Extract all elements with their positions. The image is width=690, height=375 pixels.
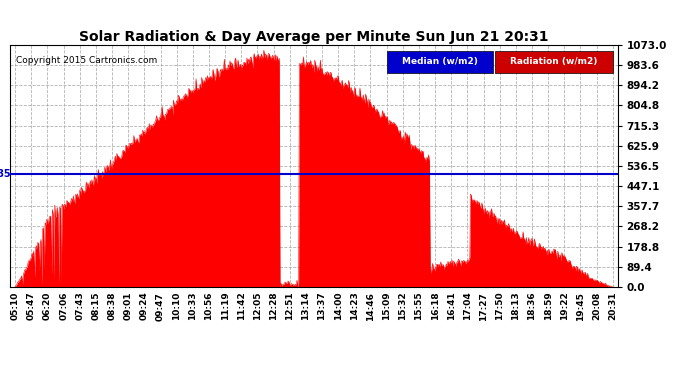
Text: Copyright 2015 Cartronics.com: Copyright 2015 Cartronics.com [17, 56, 158, 65]
Title: Solar Radiation & Day Average per Minute Sun Jun 21 20:31: Solar Radiation & Day Average per Minute… [79, 30, 549, 44]
Text: Median (w/m2): Median (w/m2) [402, 57, 478, 66]
FancyBboxPatch shape [495, 51, 613, 73]
FancyBboxPatch shape [387, 51, 493, 73]
Text: 502.85: 502.85 [0, 168, 10, 178]
Text: Radiation (w/m2): Radiation (w/m2) [511, 57, 598, 66]
